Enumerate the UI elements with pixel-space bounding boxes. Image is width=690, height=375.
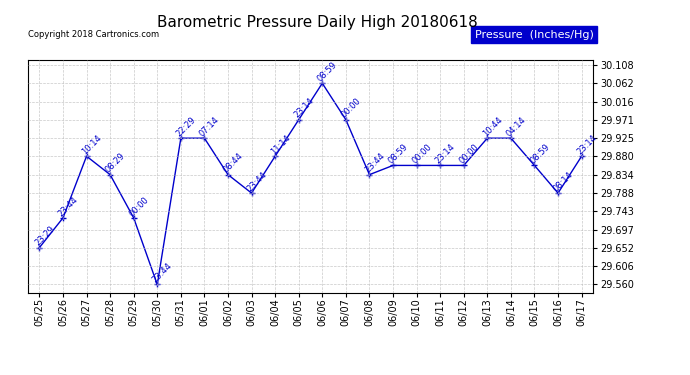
Text: 23:44: 23:44 [245,170,268,193]
Text: 08:59: 08:59 [316,60,339,83]
Text: 10:44: 10:44 [481,115,504,138]
Pressure  (Inches/Hg) [82,154,90,159]
Text: 08:14: 08:14 [552,170,575,193]
Pressure  (Inches/Hg) [483,136,491,140]
Pressure  (Inches/Hg) [248,191,256,195]
Pressure  (Inches/Hg) [35,245,43,250]
Pressure  (Inches/Hg) [413,163,421,168]
Text: 23:44: 23:44 [57,195,80,218]
Text: 07:14: 07:14 [198,115,221,138]
Text: 23:44: 23:44 [151,261,174,285]
Pressure  (Inches/Hg) [342,117,350,122]
Text: 00:00: 00:00 [128,195,150,218]
Pressure  (Inches/Hg) [59,216,67,220]
Text: Copyright 2018 Cartronics.com: Copyright 2018 Cartronics.com [28,30,159,39]
Text: 23:29: 23:29 [33,224,57,248]
Text: Pressure  (Inches/Hg): Pressure (Inches/Hg) [475,30,593,40]
Text: 08:44: 08:44 [221,152,245,175]
Pressure  (Inches/Hg) [271,154,279,159]
Pressure  (Inches/Hg) [295,117,303,122]
Pressure  (Inches/Hg) [554,191,562,195]
Text: 23:14: 23:14 [434,142,457,165]
Text: 08:59: 08:59 [528,142,551,165]
Pressure  (Inches/Hg) [506,136,515,140]
Text: 10:14: 10:14 [80,133,104,156]
Pressure  (Inches/Hg) [153,282,161,287]
Text: 00:00: 00:00 [457,142,480,165]
Text: 08:29: 08:29 [104,152,127,175]
Pressure  (Inches/Hg) [531,163,539,168]
Text: 04:14: 04:14 [504,115,528,138]
Pressure  (Inches/Hg) [460,163,468,168]
Text: 23:14: 23:14 [293,96,315,120]
Pressure  (Inches/Hg) [389,163,397,168]
Pressure  (Inches/Hg) [130,216,138,220]
Text: 23:44: 23:44 [363,152,386,175]
Text: 08:59: 08:59 [386,142,410,165]
Pressure  (Inches/Hg) [436,163,444,168]
Text: 00:00: 00:00 [411,142,433,165]
Pressure  (Inches/Hg) [224,172,232,177]
Text: 23:14: 23:14 [575,133,598,156]
Pressure  (Inches/Hg) [318,81,326,86]
Pressure  (Inches/Hg) [200,136,208,140]
Pressure  (Inches/Hg) [578,154,586,159]
Line: Pressure  (Inches/Hg): Pressure (Inches/Hg) [36,80,585,288]
Text: 11:14: 11:14 [269,133,292,156]
Pressure  (Inches/Hg) [106,172,115,177]
Text: 00:00: 00:00 [339,97,363,120]
Pressure  (Inches/Hg) [177,136,185,140]
Text: 22:29: 22:29 [175,115,197,138]
Pressure  (Inches/Hg) [365,172,373,177]
Text: Barometric Pressure Daily High 20180618: Barometric Pressure Daily High 20180618 [157,15,477,30]
